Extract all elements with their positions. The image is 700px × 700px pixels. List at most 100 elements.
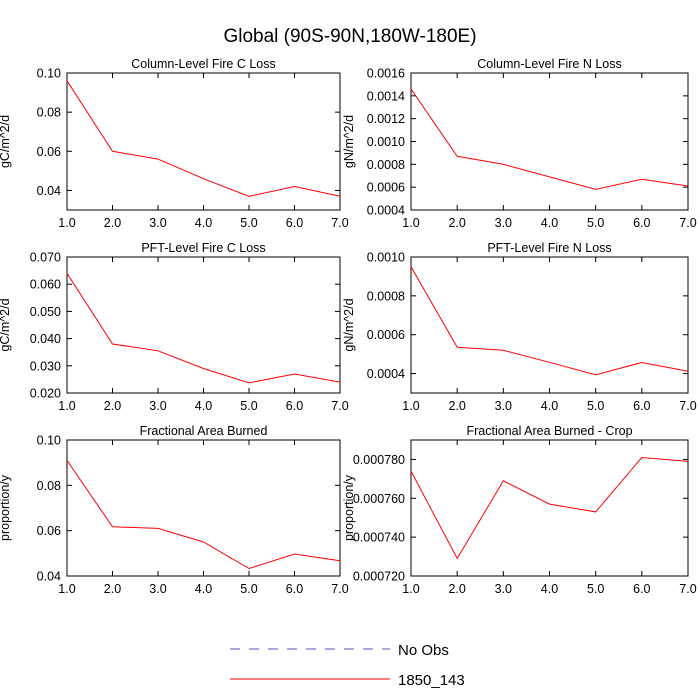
y-tick-label: 0.000720 — [353, 570, 405, 584]
y-tick-label: 0.0006 — [367, 328, 405, 342]
x-tick-label: 6.0 — [286, 399, 303, 413]
x-tick-label: 3.0 — [495, 216, 512, 230]
x-tick-label: 3.0 — [495, 399, 512, 413]
y-tick-label: 0.000760 — [353, 492, 405, 506]
y-tick-label: 0.000780 — [353, 453, 405, 467]
x-tick-label: 1.0 — [402, 582, 419, 596]
y-tick-label: 0.030 — [30, 359, 61, 373]
plot-frame — [66, 256, 341, 394]
series-line — [410, 456, 689, 560]
y-tick-label: 0.04 — [37, 570, 61, 584]
legend-label-1850-143: 1850_143 — [398, 672, 465, 689]
x-tick-label: 2.0 — [104, 216, 121, 230]
x-tick-label: 7.0 — [679, 582, 696, 596]
y-axis-label: proportion/y — [342, 474, 356, 541]
x-tick-label: 6.0 — [286, 582, 303, 596]
x-tick-label: 7.0 — [331, 216, 348, 230]
x-tick-label: 3.0 — [495, 582, 512, 596]
x-tick-label: 5.0 — [240, 582, 257, 596]
y-axis-label: proportion/y — [0, 474, 12, 541]
y-axis-label: gN/m^2/d — [342, 298, 356, 351]
y-tick-label: 0.0010 — [367, 251, 405, 265]
plot-frame — [410, 439, 689, 577]
x-tick-label: 5.0 — [587, 582, 604, 596]
y-axis-label: gN/m^2/d — [342, 115, 356, 168]
y-tick-label: 0.06 — [37, 145, 61, 159]
x-tick-label: 1.0 — [58, 216, 75, 230]
series-line — [66, 80, 341, 197]
x-tick-label: 7.0 — [679, 399, 696, 413]
y-tick-label: 0.070 — [30, 251, 61, 265]
panel-title: Fractional Area Burned — [140, 424, 268, 438]
x-tick-label: 3.0 — [149, 216, 166, 230]
y-tick-label: 0.020 — [30, 387, 61, 401]
y-tick-label: 0.0008 — [367, 289, 405, 303]
x-tick-label: 2.0 — [448, 399, 465, 413]
legend-label-no-obs: No Obs — [398, 642, 449, 659]
y-tick-label: 0.08 — [37, 106, 61, 120]
x-tick-label: 6.0 — [633, 582, 650, 596]
x-tick-label: 4.0 — [541, 582, 558, 596]
x-tick-label: 1.0 — [402, 216, 419, 230]
y-tick-label: 0.0008 — [367, 158, 405, 172]
y-axis-label: gC/m^2/d — [0, 298, 12, 351]
x-tick-label: 2.0 — [448, 216, 465, 230]
series-line — [410, 88, 689, 190]
x-tick-label: 6.0 — [286, 216, 303, 230]
y-tick-label: 0.08 — [37, 479, 61, 493]
x-tick-label: 5.0 — [587, 399, 604, 413]
plot-frame — [410, 256, 689, 394]
x-tick-label: 6.0 — [633, 399, 650, 413]
panel-column-n-loss: Column-Level Fire N Loss gN/m^2/d 1.0 2.0 3.… — [342, 57, 697, 230]
panel-area-burned-crop: Fractional Area Burned - Crop proportion/… — [342, 424, 697, 596]
x-tick-label: 4.0 — [195, 582, 212, 596]
y-tick-label: 0.040 — [30, 332, 61, 346]
x-tick-label: 3.0 — [149, 582, 166, 596]
y-tick-label: 0.04 — [37, 184, 61, 198]
y-tick-label: 0.000740 — [353, 531, 405, 545]
y-tick-label: 0.10 — [37, 67, 61, 81]
x-tick-label: 5.0 — [240, 216, 257, 230]
y-tick-label: 0.06 — [37, 524, 61, 538]
y-tick-label: 0.060 — [30, 278, 61, 292]
panel-pft-c-loss: PFT-Level Fire C Loss gC/m^2/d 1.0 2.0 3.0 4.… — [0, 241, 349, 413]
x-tick-label: 1.0 — [402, 399, 419, 413]
series-line — [66, 460, 341, 570]
y-tick-label: 0.10 — [37, 434, 61, 448]
x-tick-label: 4.0 — [195, 399, 212, 413]
series-line — [66, 273, 341, 384]
x-tick-label: 7.0 — [331, 582, 348, 596]
y-tick-label: 0.0016 — [367, 67, 405, 81]
series-line — [410, 266, 689, 376]
y-tick-label: 0.050 — [30, 305, 61, 319]
legend: No Obs 1850_143 — [230, 642, 465, 689]
panel-title: Fractional Area Burned - Crop — [466, 424, 632, 438]
panel-title: PFT-Level Fire N Loss — [487, 241, 611, 255]
x-tick-label: 4.0 — [195, 216, 212, 230]
panel-title: Column-Level Fire N Loss — [477, 57, 622, 71]
panel-title: PFT-Level Fire C Loss — [141, 241, 265, 255]
plot-frame — [410, 72, 689, 211]
panel-title: Column-Level Fire C Loss — [131, 57, 276, 71]
x-tick-label: 1.0 — [58, 399, 75, 413]
plot-frame — [66, 439, 341, 577]
y-tick-label: 0.0014 — [367, 89, 405, 103]
x-tick-label: 2.0 — [104, 399, 121, 413]
x-tick-label: 6.0 — [633, 216, 650, 230]
x-tick-label: 5.0 — [240, 399, 257, 413]
y-tick-label: 0.0006 — [367, 181, 405, 195]
panel-area-burned: Fractional Area Burned proportion/y 1.0 2.0… — [0, 424, 349, 596]
panel-pft-n-loss: PFT-Level Fire N Loss gN/m^2/d 1.0 2.0 3.0 4.… — [342, 241, 697, 413]
x-tick-label: 4.0 — [541, 399, 558, 413]
x-tick-label: 1.0 — [58, 582, 75, 596]
y-tick-label: 0.0004 — [367, 367, 405, 381]
y-axis-label: gC/m^2/d — [0, 115, 12, 168]
x-tick-label: 2.0 — [448, 582, 465, 596]
x-tick-label: 7.0 — [331, 399, 348, 413]
panel-column-c-loss: Column-Level Fire C Loss gC/m^2/d 1.0 2.0 3.… — [0, 57, 349, 230]
y-tick-label: 0.0012 — [367, 112, 405, 126]
x-tick-label: 4.0 — [541, 216, 558, 230]
x-tick-label: 7.0 — [679, 216, 696, 230]
x-tick-label: 5.0 — [587, 216, 604, 230]
